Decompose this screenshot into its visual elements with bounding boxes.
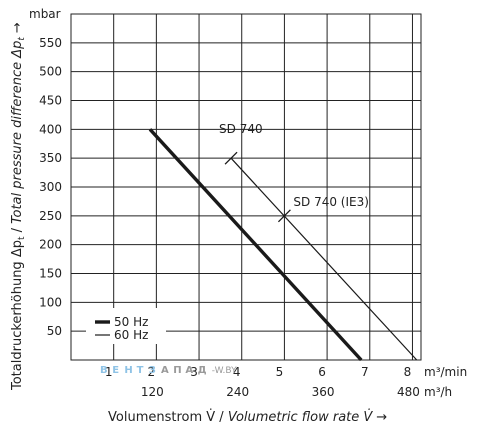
x-secondary-tick-label-480: 480	[397, 385, 420, 399]
x-secondary-tick-label-360: 360	[312, 385, 335, 399]
x-secondary-tick-label-240: 240	[226, 385, 249, 399]
y-tick-label-450: 450	[39, 94, 62, 108]
x-unit-secondary: m³/h	[424, 385, 452, 399]
y-tick-label-300: 300	[39, 180, 62, 194]
y-axis-title-mid: /	[10, 224, 25, 237]
grid	[70, 13, 422, 361]
y-tick-label-200: 200	[39, 238, 62, 252]
x-tick-label-1: 1	[105, 365, 113, 379]
series-line-50-hz	[148, 128, 363, 362]
y-axis-title-symbol-1: Δp	[10, 240, 25, 257]
legend-background	[86, 308, 166, 344]
legend-label-50hz: 50 Hz	[114, 315, 148, 329]
y-tick-label-550: 550	[39, 36, 62, 50]
watermark: В Е Н Т З А П А Д -W.BY	[100, 365, 237, 376]
y-tick-labels: 50 100 150 200 250 300 350 400 450 500 550	[39, 36, 62, 338]
x-unit-primary: m³/min	[424, 365, 467, 379]
marker-label-sd-740-ie3: SD 740 (IE3)	[293, 195, 369, 209]
watermark-letter-2: Н	[124, 365, 135, 376]
x-tick-label-2: 2	[148, 365, 156, 379]
watermark-letter-1: Е	[112, 365, 122, 376]
watermark-letter-3: Т	[137, 365, 147, 376]
y-axis-title-arrow: →	[10, 22, 25, 33]
watermark-letter-4: З	[149, 365, 159, 376]
y-axis-title-sub-1: t	[17, 236, 27, 240]
y-tick-label-150: 150	[39, 267, 62, 281]
markers: SD 740 SD 740 (IE3)	[219, 122, 369, 223]
y-axis-title-sub-2: t	[17, 37, 27, 41]
x-axis-title: Volumenstrom V̇ / Volumetric flow rate V…	[108, 410, 387, 425]
y-axis-title-prefix: Totaldruckerhöhung	[10, 257, 25, 391]
watermark-letter-7: А	[185, 365, 196, 376]
x-tick-label-3: 3	[190, 365, 198, 379]
x-axis-title-italic: Volumetric flow rate V̇	[228, 410, 374, 425]
series-lines	[148, 128, 418, 362]
y-axis-title: Totaldruckerhöhung Δpt / Total pressure …	[10, 22, 27, 391]
y-tick-label-400: 400	[39, 122, 62, 136]
watermark-letter-0: В	[100, 365, 111, 376]
watermark-letter-5: А	[161, 365, 172, 376]
y-tick-label-100: 100	[39, 295, 62, 309]
x-tick-label-7: 7	[361, 365, 369, 379]
legend-label-60hz: 60 Hz	[114, 328, 148, 342]
y-tick-label-500: 500	[39, 65, 62, 79]
marker-tick-sd-740-ie3	[277, 209, 291, 223]
marker-label-sd-740: SD 740	[219, 122, 263, 136]
x-secondary-tick-label-120: 120	[141, 385, 164, 399]
x-tick-label-6: 6	[318, 365, 326, 379]
x-tick-label-5: 5	[276, 365, 284, 379]
y-tick-label-350: 350	[39, 151, 62, 165]
watermark-letter-8: Д	[198, 365, 210, 376]
x-axis-title-prefix: Volumenstrom V̇ /	[108, 410, 228, 425]
marker-tick-sd-740	[224, 151, 238, 165]
watermark-letter-6: П	[173, 365, 184, 376]
x-axis-title-arrow: →	[376, 410, 387, 425]
y-unit-label: mbar	[29, 7, 61, 21]
x-tick-label-8: 8	[404, 365, 412, 379]
y-tick-label-250: 250	[39, 209, 62, 223]
series-line-60-hz	[230, 157, 418, 361]
y-axis-title-symbol-2: Δp	[10, 41, 25, 59]
y-axis-title-italic: Total pressure difference	[10, 58, 25, 224]
x-secondary-tick-labels: 120 240 360 480	[141, 385, 420, 399]
y-tick-label-50: 50	[47, 324, 62, 338]
x-tick-label-4: 4	[233, 365, 241, 379]
watermark-suffix: -W.BY	[212, 366, 237, 376]
x-tick-labels: 1 2 3 4 5 6 7 8	[105, 365, 411, 379]
